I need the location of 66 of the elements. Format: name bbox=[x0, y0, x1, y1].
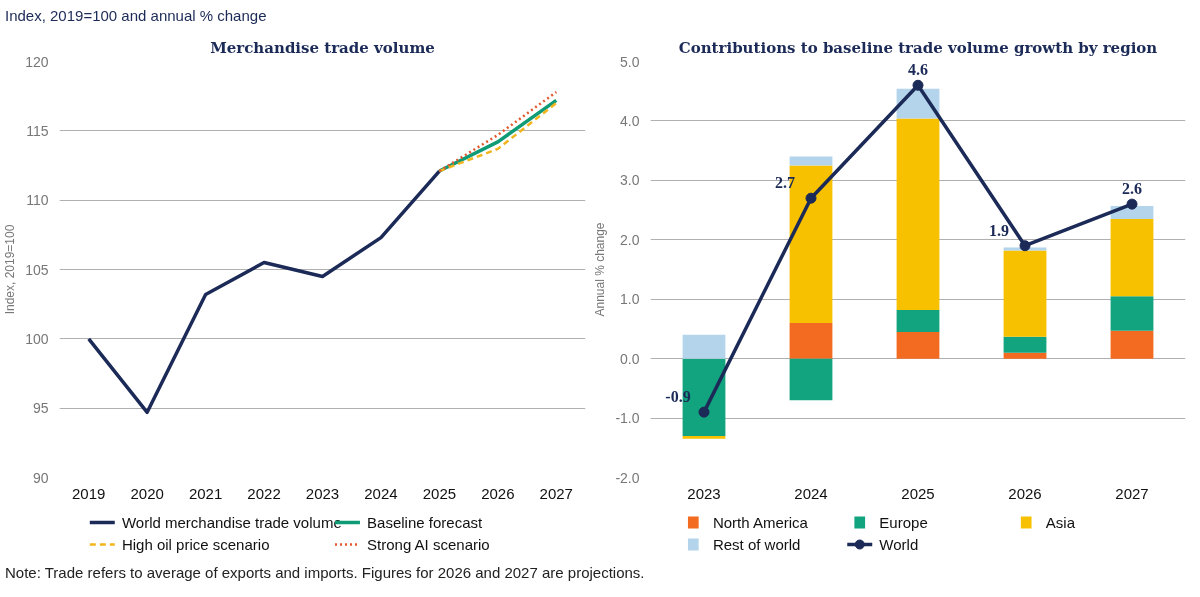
legend-label: World bbox=[879, 536, 919, 554]
y-tick-label: -2.0 bbox=[615, 469, 640, 486]
legend-label: High oil price scenario bbox=[121, 536, 270, 554]
y-tick-label: 5.0 bbox=[620, 53, 640, 70]
point bbox=[1126, 199, 1138, 211]
bar bbox=[789, 323, 833, 360]
point bbox=[912, 80, 924, 92]
x-tick-label: 2020 bbox=[130, 484, 164, 502]
y-tick-label: 110 bbox=[26, 192, 49, 209]
data-label: 2.6 bbox=[1122, 180, 1142, 198]
line-series bbox=[86, 169, 442, 415]
bar bbox=[682, 335, 726, 360]
bar bbox=[1110, 331, 1154, 360]
x-tick-label: 2019 bbox=[72, 484, 106, 502]
chart-title: Merchandise trade volume bbox=[210, 38, 435, 57]
text: Note: Trade refers to average of exports and imports. Figures for 2026 and 2027 are projections. bbox=[5, 563, 645, 584]
y-tick-label: 4.0 bbox=[620, 113, 640, 130]
y-tick-label: 120 bbox=[25, 53, 49, 70]
y-tick-label: 115 bbox=[26, 123, 49, 140]
x-tick-label: 2024 bbox=[794, 484, 828, 502]
bar bbox=[896, 310, 940, 333]
point bbox=[1019, 240, 1031, 252]
legend-label: Rest of world bbox=[712, 536, 801, 554]
legend-label: Strong AI scenario bbox=[367, 536, 490, 554]
x-tick-label: 2023 bbox=[687, 484, 721, 502]
bar bbox=[1003, 353, 1047, 360]
y-tick-label: 2.0 bbox=[620, 232, 640, 249]
y-tick-label: 100 bbox=[25, 331, 49, 348]
y-tick-label: 90 bbox=[32, 469, 49, 486]
point bbox=[805, 193, 817, 205]
x-tick-label: 2023 bbox=[305, 484, 340, 502]
bar bbox=[682, 436, 726, 440]
bar bbox=[1110, 296, 1154, 332]
x-tick-label: 2021 bbox=[188, 484, 223, 502]
x-tick-label: 2026 bbox=[1008, 484, 1042, 502]
chart-title: Contributions to baseline trade volume growth by region bbox=[678, 38, 1158, 57]
x-tick-label: 2027 bbox=[539, 484, 573, 502]
point bbox=[698, 407, 710, 419]
bar bbox=[1003, 250, 1047, 338]
chart-subtitle: Index, 2019=100 and annual % change bbox=[5, 6, 267, 26]
bar bbox=[789, 157, 833, 166]
legend-label: Asia bbox=[1045, 514, 1076, 532]
bar bbox=[1003, 337, 1047, 354]
y-tick-label: 95 bbox=[32, 400, 49, 417]
bar bbox=[1110, 219, 1154, 297]
bar bbox=[896, 118, 940, 311]
x-tick-label: 2025 bbox=[901, 484, 935, 502]
data-label: 4.6 bbox=[908, 61, 928, 79]
y-tick-label: 0.0 bbox=[620, 351, 640, 368]
y-tick-label: -1.0 bbox=[615, 410, 640, 427]
x-tick-label: 2022 bbox=[247, 484, 281, 502]
y-axis-title: Annual % change bbox=[593, 222, 608, 317]
data-label: 1.9 bbox=[989, 222, 1009, 240]
x-tick-label: 2027 bbox=[1115, 484, 1149, 502]
y-tick-label: 1.0 bbox=[620, 291, 640, 308]
x-tick-label: 2025 bbox=[422, 484, 457, 502]
x-tick-label: 2024 bbox=[364, 484, 398, 502]
bar bbox=[789, 359, 833, 401]
legend-label: Europe bbox=[879, 514, 928, 532]
y-tick-label: 105 bbox=[25, 261, 49, 278]
x-tick-label: 2026 bbox=[481, 484, 515, 502]
y-axis-title: Index, 2019=100 bbox=[3, 224, 18, 315]
legend-label: North America bbox=[712, 514, 809, 532]
legend-label: Baseline forecast bbox=[367, 514, 483, 532]
y-tick-label: 3.0 bbox=[620, 172, 640, 189]
bar bbox=[896, 332, 940, 360]
